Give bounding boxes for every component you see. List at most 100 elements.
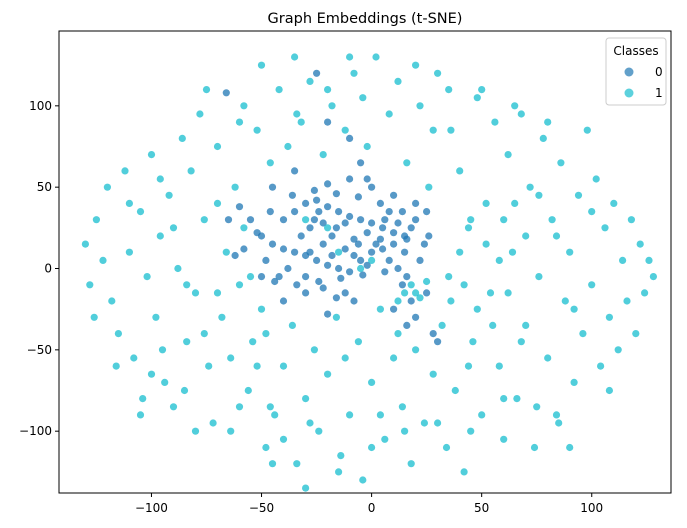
point-class-0-1 <box>291 208 299 216</box>
point-class-0-5 <box>335 208 343 216</box>
point-class-1-106 <box>566 248 574 256</box>
point-class-1-36 <box>257 305 266 313</box>
point-class-1-16 <box>169 403 178 411</box>
point-class-0-96 <box>302 289 310 297</box>
point-class-0-71 <box>315 208 323 216</box>
point-class-1-88 <box>486 289 495 297</box>
point-class-1-124 <box>645 256 653 264</box>
legend-marker-class-0 <box>624 67 634 77</box>
point-class-1-135 <box>213 199 222 207</box>
point-class-0-26 <box>262 256 270 264</box>
point-class-1-144 <box>341 354 349 362</box>
point-class-1-22 <box>196 110 204 118</box>
point-class-1-165 <box>357 264 365 273</box>
point-class-1-162 <box>416 294 424 302</box>
point-class-0-3 <box>313 196 321 204</box>
point-class-1-168 <box>335 248 343 256</box>
point-class-1-156 <box>552 232 561 240</box>
point-class-0-106 <box>412 199 420 207</box>
point-class-1-121 <box>632 330 640 338</box>
point-class-1-42 <box>284 142 292 151</box>
x-tick-label: −50 <box>249 501 274 515</box>
point-class-1-209 <box>262 330 270 338</box>
point-class-0-109 <box>324 310 332 318</box>
point-class-0-6 <box>346 212 354 221</box>
point-class-1-181 <box>191 427 200 435</box>
point-class-0-55 <box>381 268 389 276</box>
point-class-1-98 <box>530 443 539 452</box>
point-class-0-39 <box>407 224 415 232</box>
point-class-1-46 <box>302 395 310 403</box>
point-class-1-75 <box>429 370 437 378</box>
point-class-1-6 <box>121 167 129 175</box>
point-class-0-80 <box>381 216 389 224</box>
point-class-1-64 <box>381 435 389 443</box>
x-axis-ticks: −100 −50 0 50 100 <box>135 493 603 515</box>
point-class-1-86 <box>478 411 486 419</box>
point-class-1-129 <box>125 199 133 207</box>
point-class-1-77 <box>438 321 446 329</box>
point-class-0-0 <box>279 216 288 224</box>
point-class-1-157 <box>570 305 578 313</box>
point-class-1-71 <box>412 289 420 297</box>
point-class-1-185 <box>235 403 244 411</box>
point-class-0-50 <box>271 277 279 286</box>
point-class-1-40 <box>275 86 283 94</box>
point-class-1-186 <box>268 460 277 468</box>
point-class-1-116 <box>610 199 618 207</box>
point-class-1-199 <box>511 102 519 110</box>
point-class-1-74 <box>425 183 433 191</box>
point-class-1-207 <box>213 289 222 297</box>
point-class-1-153 <box>500 216 508 224</box>
point-class-1-147 <box>394 330 402 338</box>
point-class-1-18 <box>178 134 186 142</box>
point-class-1-138 <box>253 362 261 370</box>
point-class-0-100 <box>313 69 321 77</box>
point-class-1-12 <box>152 313 160 321</box>
point-class-1-109 <box>579 330 587 338</box>
point-class-1-145 <box>359 94 367 102</box>
point-class-1-7 <box>125 248 133 256</box>
point-class-1-14 <box>161 378 169 386</box>
point-class-0-32 <box>328 232 336 240</box>
point-class-0-48 <box>398 208 406 216</box>
point-class-1-177 <box>495 256 503 264</box>
point-class-0-103 <box>357 159 365 167</box>
legend-box <box>605 37 667 106</box>
point-class-0-90 <box>350 297 358 305</box>
point-class-0-87 <box>403 321 411 329</box>
point-class-1-122 <box>636 240 644 248</box>
point-class-1-125 <box>649 273 658 281</box>
point-class-1-13 <box>156 232 164 240</box>
point-class-0-17 <box>324 261 332 269</box>
point-class-1-70 <box>407 460 415 468</box>
point-class-0-62 <box>224 216 233 224</box>
point-class-0-79 <box>376 235 384 243</box>
point-class-1-150 <box>447 297 455 305</box>
point-class-1-130 <box>139 395 147 403</box>
point-class-0-31 <box>319 240 327 248</box>
point-class-1-10 <box>143 273 151 281</box>
point-class-0-22 <box>379 245 387 253</box>
point-class-0-70 <box>310 216 318 224</box>
point-class-1-65 <box>385 110 393 118</box>
point-class-1-4 <box>108 297 116 305</box>
point-class-1-20 <box>187 167 195 175</box>
point-class-0-36 <box>372 240 380 248</box>
point-class-1-201 <box>202 86 211 94</box>
point-class-1-118 <box>619 256 627 264</box>
point-class-1-194 <box>533 403 541 411</box>
point-class-0-16 <box>313 256 321 264</box>
chart-title: Graph Embeddings (t-SNE) <box>268 11 463 27</box>
point-class-0-24 <box>401 248 409 256</box>
point-class-1-141 <box>293 110 301 118</box>
point-class-0-27 <box>275 273 283 281</box>
point-class-1-200 <box>544 118 552 126</box>
point-class-1-66 <box>390 354 398 362</box>
point-class-1-31 <box>235 281 244 289</box>
point-class-0-13 <box>279 245 288 253</box>
x-tick-label: 0 <box>368 501 376 515</box>
point-class-0-99 <box>222 89 230 97</box>
point-class-1-50 <box>319 151 327 159</box>
point-class-1-110 <box>583 126 591 134</box>
